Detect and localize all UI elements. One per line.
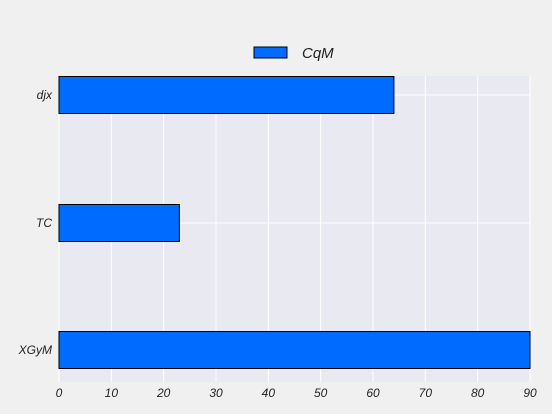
legend-label: CqM bbox=[302, 45, 334, 62]
x-tick-label: 30 bbox=[209, 386, 223, 400]
x-tick-label: 0 bbox=[56, 386, 63, 400]
bar-tc bbox=[58, 204, 180, 242]
x-tick-label: 10 bbox=[105, 386, 119, 400]
x-tick-label: 20 bbox=[156, 386, 171, 400]
legend: CqM bbox=[253, 45, 334, 62]
legend-swatch bbox=[253, 46, 288, 59]
y-axis-ticks: djx TC XGyM bbox=[18, 88, 53, 357]
x-tick-label: 50 bbox=[314, 386, 328, 400]
x-tick-label: 80 bbox=[471, 386, 485, 400]
y-tick-label: djx bbox=[37, 88, 53, 102]
x-tick-label: 70 bbox=[419, 386, 433, 400]
bar-djx bbox=[58, 76, 395, 114]
y-tick-label: XGyM bbox=[18, 343, 52, 357]
x-tick-label: 40 bbox=[262, 386, 276, 400]
y-tick-label: TC bbox=[36, 216, 52, 230]
x-tick-label: 60 bbox=[366, 386, 380, 400]
bar-xgym bbox=[58, 331, 531, 369]
x-axis-ticks: 0 10 20 30 40 50 60 70 80 90 bbox=[56, 386, 537, 400]
bars bbox=[58, 76, 531, 369]
x-tick-label: 90 bbox=[523, 386, 537, 400]
